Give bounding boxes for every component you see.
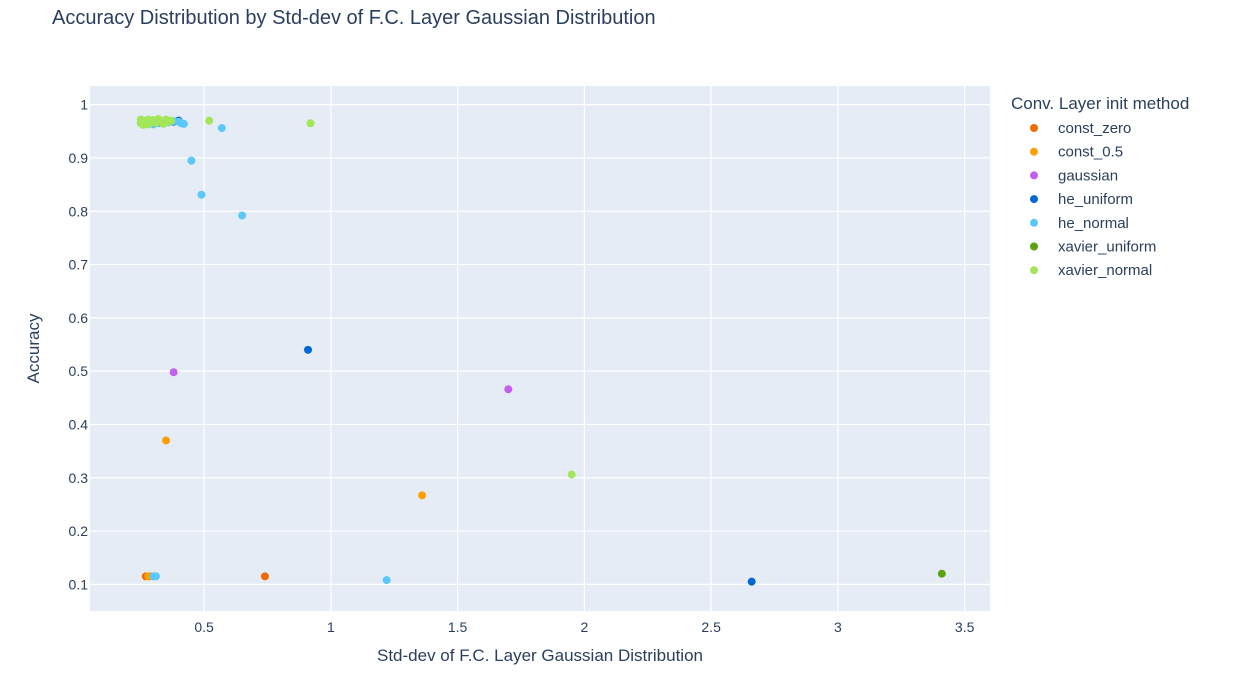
data-points (136, 115, 946, 586)
x-tick-label: 1.5 (448, 619, 468, 635)
x-tick-label: 1 (327, 619, 335, 635)
x-axis-ticks: 0.5 1 1.5 2 2.5 3 3.5 (194, 619, 974, 635)
x-tick-label: 0.5 (194, 619, 214, 635)
data-point-xavier_normal (205, 116, 214, 125)
data-point-he_normal (238, 211, 247, 220)
legend-item-xavier_uniform[interactable]: xavier_uniform (1030, 239, 1156, 256)
legend[interactable]: const_zero const_0.5 gaussian he_uniform he_… (1030, 120, 1156, 279)
y-axis-ticks: 0.1 0.2 0.3 0.4 0.5 0.6 0.7 0.8 0.9 1 (69, 97, 89, 593)
legend-item-const_0.5[interactable]: const_0.5 (1030, 144, 1123, 161)
legend-title: Conv. Layer init method (1011, 94, 1189, 113)
data-point-he_normal (197, 190, 206, 199)
data-point-he_normal (217, 124, 226, 133)
legend-label: xavier_uniform (1058, 239, 1156, 256)
data-point-he_normal (187, 156, 196, 165)
data-point-const_zero (260, 572, 269, 581)
y-tick-label: 0.6 (69, 310, 89, 326)
legend-label: const_zero (1058, 120, 1131, 137)
y-tick-label: 0.9 (69, 150, 89, 166)
y-tick-label: 0.4 (69, 416, 89, 432)
y-tick-label: 0.8 (69, 203, 89, 219)
legend-label: he_uniform (1058, 191, 1133, 208)
y-tick-label: 0.2 (69, 523, 89, 539)
legend-item-xavier_normal[interactable]: xavier_normal (1030, 262, 1152, 279)
legend-item-he_normal[interactable]: he_normal (1030, 215, 1129, 232)
legend-label: const_0.5 (1058, 144, 1123, 161)
legend-item-gaussian[interactable]: gaussian (1030, 167, 1118, 184)
x-tick-label: 2.5 (701, 619, 721, 635)
data-point-he_normal (382, 576, 391, 585)
y-tick-label: 0.5 (69, 363, 89, 379)
legend-marker (1030, 266, 1038, 275)
y-tick-label: 0.3 (69, 470, 89, 486)
legend-marker (1030, 124, 1038, 132)
data-point-gaussian (169, 368, 178, 377)
x-tick-label: 2 (580, 619, 588, 635)
legend-item-const_zero[interactable]: const_zero (1030, 120, 1131, 137)
x-axis-title: Std-dev of F.C. Layer Gaussian Distribut… (377, 646, 703, 665)
plot-area (90, 86, 990, 611)
grid-lines (90, 86, 990, 611)
data-point-he_uniform (304, 345, 313, 354)
data-point-he_uniform (747, 577, 756, 586)
y-axis-title: Accuracy (24, 313, 43, 383)
data-point-xavier_normal (567, 470, 576, 479)
data-point-he_normal (179, 119, 188, 128)
legend-marker (1030, 242, 1038, 251)
x-tick-label: 3 (834, 619, 842, 635)
legend-marker (1030, 195, 1038, 204)
x-tick-label: 3.5 (955, 619, 975, 635)
legend-label: xavier_normal (1058, 262, 1152, 279)
data-point-xavier_normal (306, 119, 315, 128)
y-tick-label: 0.7 (69, 257, 89, 273)
y-tick-label: 0.1 (69, 576, 89, 592)
chart-title: Accuracy Distribution by Std-dev of F.C.… (52, 7, 656, 29)
legend-marker (1030, 218, 1038, 227)
y-tick-label: 1 (80, 97, 88, 113)
data-point-xavier_uniform (937, 569, 946, 578)
data-point-gaussian (504, 385, 513, 394)
data-point-xavier_normal (167, 116, 176, 125)
legend-label: gaussian (1058, 167, 1118, 184)
legend-item-he_uniform[interactable]: he_uniform (1030, 191, 1133, 208)
data-point-const_0.5 (418, 491, 427, 500)
legend-marker (1030, 147, 1038, 156)
data-point-const_0.5 (162, 436, 171, 445)
legend-marker (1030, 171, 1038, 180)
data-point-he_normal (151, 572, 160, 581)
legend-label: he_normal (1058, 215, 1129, 232)
